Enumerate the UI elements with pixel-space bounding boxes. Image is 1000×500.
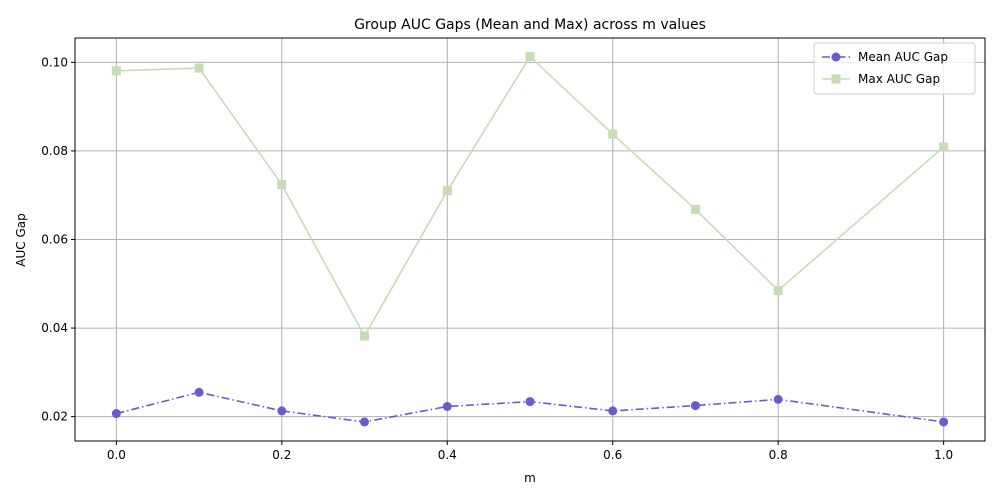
- mean-auc-gap-point: [608, 406, 618, 416]
- max-auc-gap-point: [608, 129, 618, 139]
- x-tick-label: 0.4: [438, 448, 457, 462]
- series-layer: [111, 52, 949, 427]
- mean-auc-gap-point: [111, 409, 121, 419]
- max-auc-gap-point: [442, 186, 452, 196]
- y-tick-label: 0.02: [41, 410, 68, 424]
- legend-label-max-auc-gap: Max AUC Gap: [858, 72, 940, 86]
- mean-auc-gap-point: [525, 397, 535, 407]
- max-auc-gap-point: [939, 142, 949, 152]
- max-auc-gap-point: [773, 285, 783, 295]
- mean-auc-gap-line: [116, 391, 944, 423]
- y-axis-title: AUC Gap: [14, 213, 28, 266]
- axis-ticks: 0.0 0.2 0.4 0.6 0.8 1.0 0.02 0.04 0.06 0.08 0.10: [41, 55, 953, 462]
- max-auc-gap-point: [360, 331, 370, 341]
- y-tick-label: 0.04: [41, 321, 68, 335]
- mean-auc-gap-point: [277, 406, 287, 416]
- y-tick-label: 0.06: [41, 233, 68, 247]
- x-tick-label: 0.0: [107, 448, 126, 462]
- x-tick-label: 0.6: [603, 448, 622, 462]
- legend: Mean AUC Gap Max AUC Gap: [813, 42, 976, 95]
- max-auc-gap-line: [116, 55, 945, 338]
- max-auc-gap-point: [525, 52, 535, 62]
- mean-auc-gap-point: [690, 401, 700, 411]
- mean-auc-gap-point: [442, 401, 452, 411]
- max-auc-gap-point: [277, 180, 287, 190]
- x-tick-label: 0.8: [769, 448, 788, 462]
- mean-auc-gap-point: [939, 417, 949, 427]
- y-tick-label: 0.08: [41, 144, 68, 158]
- x-tick-label: 1.0: [934, 448, 953, 462]
- mean-auc-gap-point: [194, 387, 204, 397]
- legend-marker-mean-auc-gap: [831, 52, 841, 62]
- mean-auc-gap-point: [360, 417, 370, 427]
- legend-marker-max-auc-gap: [831, 74, 841, 84]
- grid-lines: [75, 38, 985, 441]
- legend-box: [813, 42, 976, 95]
- max-auc-gap-point: [111, 66, 121, 76]
- x-tick-label: 0.2: [272, 448, 291, 462]
- mean-auc-gap-point: [773, 394, 783, 404]
- chart-title: Group AUC Gaps (Mean and Max) across m v…: [354, 17, 706, 33]
- max-auc-gap-point: [690, 204, 700, 214]
- y-tick-label: 0.10: [41, 55, 68, 69]
- max-auc-gap-point: [194, 63, 204, 73]
- legend-label-mean-auc-gap: Mean AUC Gap: [858, 50, 948, 64]
- x-axis-title: m: [524, 471, 536, 485]
